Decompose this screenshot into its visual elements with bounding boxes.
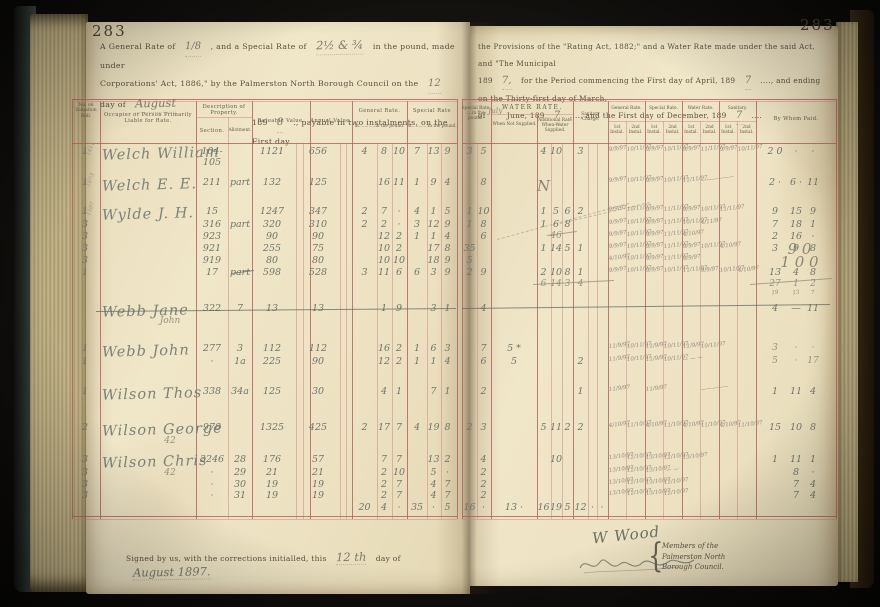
preamble-line: Corporations' Act, 1886," by the Palmers… [100, 74, 456, 114]
ledger-page-left [86, 22, 470, 594]
preamble-segment: day of [100, 100, 126, 109]
page-number-right: 283 [800, 16, 835, 34]
page-stack-left-edge [30, 14, 88, 592]
preamble-segment: August [135, 93, 177, 114]
preamble-segment: Corporations' Act, 1886," by the Palmers… [100, 79, 419, 88]
preamble-left: A General Rate of 1/8 , and a Special Ra… [100, 35, 456, 151]
caption-brace: { [648, 536, 664, 576]
preamble-line: of July June, 189 7 ...., and the First … [478, 106, 826, 126]
caption-line: Members of the [662, 542, 719, 550]
preamble-segment: , and a Special Rate of [210, 42, 307, 51]
preamble-segment: 189 [252, 118, 268, 127]
preamble-segment: 7 [735, 106, 743, 126]
preamble-segment: in the pound, made under [100, 42, 455, 70]
preamble-segment: 12 [427, 74, 441, 95]
preamble-segment: of [478, 111, 486, 120]
preamble-segment: July [487, 105, 503, 116]
preamble-segment: 7 [553, 106, 561, 126]
preamble-segment: day of [375, 554, 401, 563]
preamble-segment: Signed by us, with the corrections initi… [126, 554, 327, 563]
preamble-line: 189 7, for the Period commencing the Fir… [478, 71, 826, 107]
preamble-segment: A General Rate of [100, 42, 176, 51]
preamble-line: A General Rate of 1/8 , and a Special Ra… [100, 35, 456, 75]
preamble-segment: ...., and ending on the Thirty-first day… [478, 76, 821, 103]
council-members-caption: Members of the Palmerston North Borough … [662, 541, 725, 573]
signed-declaration-line: Signed by us, with the corrections initi… [126, 549, 466, 581]
preamble-segment: June, 189 [506, 111, 545, 120]
preamble-segment: 12 th [335, 549, 367, 566]
preamble-line: 189 8 ., payable in two instalments, on … [100, 113, 456, 151]
preamble-segment: 2½ & ¾ [315, 35, 364, 56]
preamble-segment: .... [751, 111, 763, 120]
preamble-segment: the Provisions of the "Rating Act, 1882;… [478, 42, 815, 68]
preamble-segment: 7, [501, 71, 512, 91]
preamble-segment: ., payable in two instalments, on the Fi… [252, 118, 448, 146]
preamble-segment: for the Period commencing the First day … [521, 76, 736, 85]
preamble-right: the Provisions of the "Rating Act, 1882;… [478, 38, 826, 126]
preamble-line: Signed by us, with the corrections initi… [126, 549, 466, 581]
caption-line: Palmerston North [662, 552, 726, 561]
signature-2-illegible [578, 552, 698, 582]
caption-line: Borough Council. [662, 563, 724, 571]
page-stack-right-edge [836, 22, 858, 582]
preamble-segment: ...., and the First day of December, 189 [569, 111, 727, 120]
preamble-segment: 189 [478, 76, 493, 85]
preamble-line: the Provisions of the "Rating Act, 1882;… [478, 38, 826, 72]
preamble-segment: 1/8 [184, 37, 202, 58]
preamble-segment: August 1897. [132, 564, 211, 581]
foxing-stain [770, 60, 860, 280]
preamble-segment: 8 [277, 113, 284, 134]
preamble-segment: 7 [744, 71, 752, 91]
page-number-left: 283 [92, 22, 127, 40]
foxing-stain [90, 420, 230, 580]
